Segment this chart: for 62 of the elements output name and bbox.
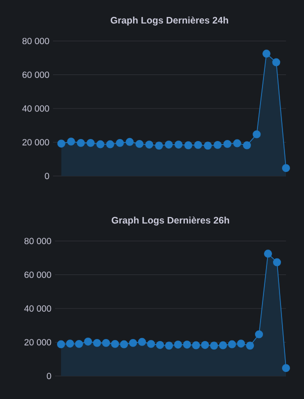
point [219,341,227,350]
point [96,140,104,148]
point [126,138,134,146]
y-tick-label: 0 [46,372,52,380]
point [214,140,222,149]
point [228,340,236,348]
point [75,340,84,348]
point [156,340,164,349]
point [282,364,290,372]
point [111,340,120,348]
y-tick-label: 40 000 [22,105,50,112]
point [164,140,173,149]
point [145,140,154,149]
point [174,340,182,349]
point [129,338,138,347]
point [155,142,163,150]
point [194,140,202,149]
point [273,258,281,266]
point [272,58,280,66]
point [233,139,242,148]
point [106,140,114,148]
point [66,340,74,348]
point [192,341,200,350]
point [120,340,128,348]
y-tick-label: 20 000 [24,339,52,346]
point [204,142,212,150]
point [237,340,245,348]
point [183,340,191,349]
point [201,340,209,349]
y-tick-label: 40 000 [24,305,52,312]
chart-title: Graph Logs Dernières 24h [110,16,228,26]
point [252,130,261,138]
point [116,138,124,147]
point [93,338,102,347]
point [138,338,146,346]
point [76,138,85,147]
point [262,50,270,58]
chart-title: Graph Logs Dernières 26h [112,216,230,226]
point [246,342,254,350]
point [223,140,232,148]
y-tick-label: 20 000 [22,139,50,146]
point [264,250,272,258]
y-tick-label: 0 [44,172,50,180]
point [210,342,218,350]
point [147,340,156,348]
point [102,338,110,347]
point [57,140,66,148]
point [174,140,183,149]
y-tick-label: 80 000 [22,38,50,44]
point [184,141,192,150]
y-tick-label: 80 000 [24,238,52,244]
point [282,164,290,172]
point [242,141,251,150]
point [135,140,144,148]
y-tick-label: 60 000 [24,272,52,278]
point [67,138,76,146]
point [57,340,66,348]
point [84,338,92,346]
y-tick-label: 60 000 [22,72,50,78]
point [86,138,95,147]
point [255,330,263,338]
point [165,342,173,350]
